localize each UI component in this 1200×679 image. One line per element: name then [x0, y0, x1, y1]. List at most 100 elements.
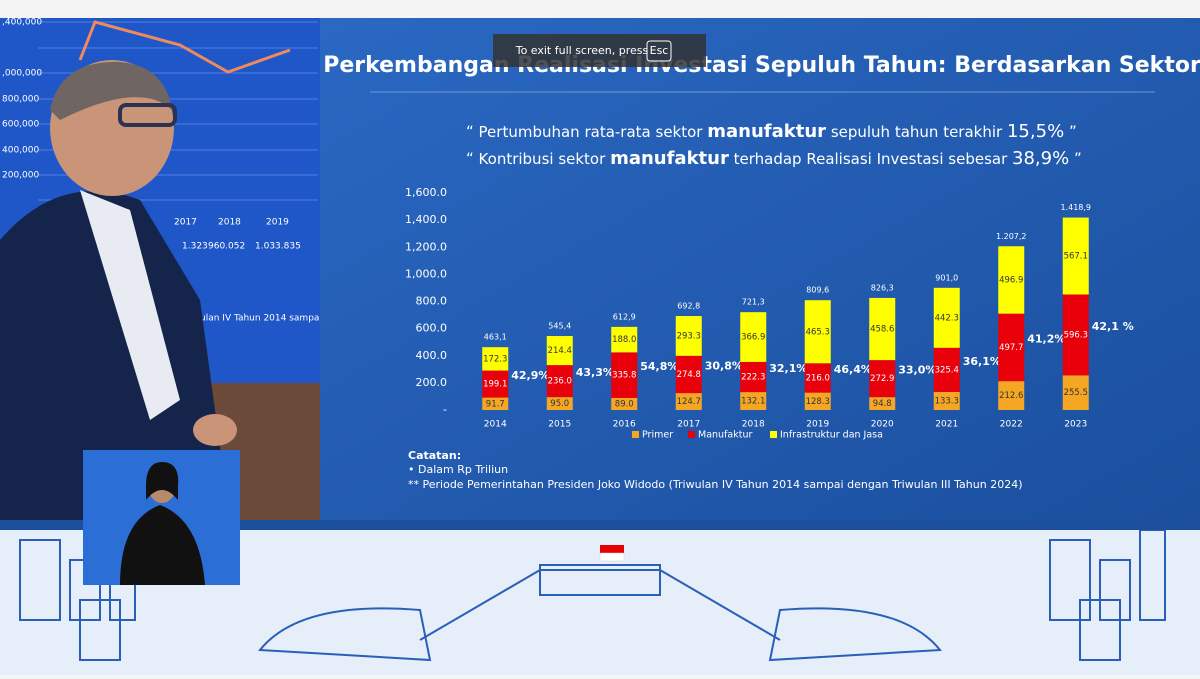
segment-label: 133.3: [935, 396, 959, 406]
total-label: 545,4: [548, 322, 571, 331]
segment-label: 132.1: [741, 397, 765, 407]
background-label: 200,000: [2, 171, 39, 181]
share-label: 46,4%: [834, 363, 872, 376]
legend-label: Infrastruktur dan Jasa: [780, 430, 883, 441]
bar-segment: [482, 370, 509, 398]
segment-label: 458.6: [870, 325, 894, 335]
share-label: 41,2%: [1027, 332, 1065, 345]
y-tick-label: 200.0: [416, 376, 448, 389]
note: • Dalam Rp Triliun: [408, 463, 508, 476]
background-label: 1.033.835: [255, 242, 301, 252]
bar-segment: [933, 347, 960, 392]
legend-label: Manufaktur: [698, 430, 752, 441]
x-tick-label: 2022: [1000, 420, 1023, 430]
speaker: [0, 60, 237, 520]
bar-segment: [1062, 375, 1089, 410]
total-label: 809,6: [806, 286, 829, 295]
bar-segment: [804, 392, 831, 410]
background-label: 960.052: [208, 242, 245, 252]
segment-label: 236.0: [548, 377, 572, 387]
quote-bold: manufaktur: [707, 121, 826, 142]
segment-label: 188.0: [612, 335, 636, 345]
y-tick-label: 1,400.0: [405, 213, 447, 226]
total-label: 1.418,9: [1060, 203, 1091, 212]
bar-segment: [869, 397, 896, 410]
bar-segment: [740, 392, 767, 410]
total-label: 721,3: [742, 298, 765, 307]
x-tick-label: 2015: [548, 420, 571, 430]
x-tick-label: 2014: [484, 420, 507, 430]
flag: [599, 552, 625, 562]
total-label: 612,9: [613, 312, 636, 321]
segment-label: 124.7: [677, 397, 701, 407]
background-label: ulan IV Tahun 2014 sampai den: [200, 314, 342, 324]
legend-swatch: [632, 431, 639, 438]
share-label: 36,1%: [963, 355, 1001, 368]
bar-segment: [804, 300, 831, 364]
notice-text: To exit full screen, press: [515, 44, 649, 57]
background-texts: ,400,000 ,000,000 800,000 600,000 400,00…: [2, 18, 342, 324]
quote-bold: manufaktur: [610, 148, 729, 169]
quote-text: sepuluh tahun terakhir: [831, 123, 1003, 141]
segment-label: 293.3: [677, 331, 701, 341]
quote-text: terhadap Realisasi Investasi sebesar: [734, 150, 1008, 168]
segment-label: 325.4: [935, 365, 959, 375]
note: ** Periode Pemerintahan Presiden Joko Wi…: [408, 478, 1023, 491]
y-tick-label: 400.0: [416, 349, 448, 362]
total-label: 826,3: [871, 283, 894, 292]
note: Catatan:: [408, 449, 461, 462]
background-label: ,400,000: [2, 18, 42, 28]
x-tick-label: 2020: [871, 420, 894, 430]
bar-segment: [869, 360, 896, 398]
quote-figure: 15,5%: [1007, 121, 1064, 142]
share-label: 43,3%: [576, 366, 614, 379]
bar-segment: [740, 312, 767, 362]
segment-label: 212.6: [999, 391, 1023, 401]
background-label: 2017: [174, 218, 197, 228]
bar-segment: [546, 397, 573, 410]
segment-label: 496.9: [999, 275, 1023, 285]
bar-segment: [675, 355, 702, 394]
notes: Catatan: • Dalam Rp Triliun ** Periode P…: [408, 449, 1023, 491]
quote: “ Kontribusi sektor manufaktur terhadap …: [466, 148, 1082, 169]
segment-label: 214.4: [548, 346, 572, 356]
total-label: 1.207,2: [996, 232, 1027, 241]
chart: - 200.0 400.0 600.0 800.0 1,000.0 1,200.0 1,400…: [405, 186, 1134, 441]
background-label: 2019: [266, 218, 289, 228]
chart-title: Perkembangan Realisasi Investasi Sepuluh…: [323, 53, 1200, 78]
bar-segment: [611, 397, 638, 410]
bar-segment: [740, 361, 767, 393]
background-label: ,000,000: [2, 69, 42, 79]
background-label: 1.323: [182, 242, 208, 252]
background-label: 2018: [218, 218, 241, 228]
segment-label: 366.9: [741, 333, 765, 343]
background-label: 600,000: [2, 120, 39, 130]
bar-segment: [546, 336, 573, 366]
segment-label: 567.1: [1064, 252, 1088, 262]
x-tick-label: 2016: [613, 420, 636, 430]
interpreter: [120, 505, 205, 585]
legend-swatch: [770, 431, 777, 438]
segment-label: 255.5: [1064, 388, 1088, 398]
share-label: 54,8%: [640, 360, 678, 373]
x-tick-label: 2018: [742, 420, 765, 430]
x-tick-label: 2019: [806, 420, 829, 430]
legend-swatch: [688, 431, 695, 438]
segment-label: 442.3: [935, 313, 959, 323]
bar-segment: [933, 391, 960, 410]
total-label: 463,1: [484, 333, 507, 342]
y-tick-label: -: [443, 403, 447, 416]
x-tick-label: 2017: [677, 420, 700, 430]
bar-segment: [482, 397, 509, 410]
segment-label: 335.8: [612, 371, 636, 381]
bar-segment: [1062, 294, 1089, 376]
segment-label: 199.1: [483, 380, 507, 390]
segment-label: 497.7: [999, 343, 1023, 353]
bar-segment: [998, 381, 1025, 410]
bar-segment: [998, 313, 1025, 382]
bar-segment: [998, 246, 1025, 314]
bar-segment: [933, 287, 960, 348]
interpreter-hijab: [146, 462, 179, 500]
segment-label: 128.3: [806, 397, 830, 407]
bar-segment: [611, 352, 638, 398]
